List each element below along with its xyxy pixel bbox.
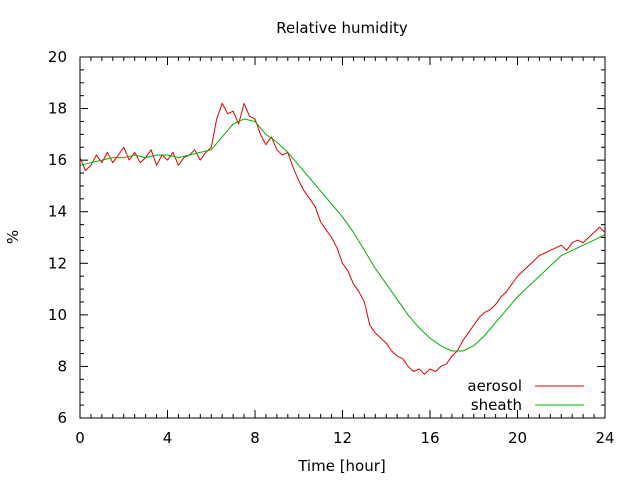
y-tick-label: 10 [48,306,67,324]
legend-label-sheath: sheath [471,396,522,414]
x-tick-label: 20 [508,429,527,447]
y-tick-label: 8 [57,357,67,375]
x-tick-label: 12 [333,429,352,447]
y-tick-label: 6 [57,409,67,427]
x-tick-label: 16 [420,429,439,447]
y-axis-label: % [4,230,22,244]
chart-title: Relative humidity [276,19,408,37]
x-tick-label: 8 [250,429,260,447]
plot-frame [79,56,606,419]
y-tick-label: 18 [48,100,67,118]
series-line-aerosol [79,102,606,375]
x-tick-label: 0 [75,429,85,447]
x-axis-label: Time [hour] [297,457,386,475]
x-tick-label: 24 [595,429,614,447]
y-tick-label: 16 [48,151,67,169]
legend-label-aerosol: aerosol [467,377,522,395]
y-tick-label: 14 [48,203,67,221]
y-tick-label: 12 [48,254,67,272]
axis-ticks: 0 4 8 12 16 20 24 6 8 10 12 14 16 18 20 [48,48,615,447]
y-tick-label: 20 [48,48,67,66]
x-tick-label: 4 [163,429,173,447]
series-line-sheath [79,118,606,352]
series-lines [79,102,606,375]
